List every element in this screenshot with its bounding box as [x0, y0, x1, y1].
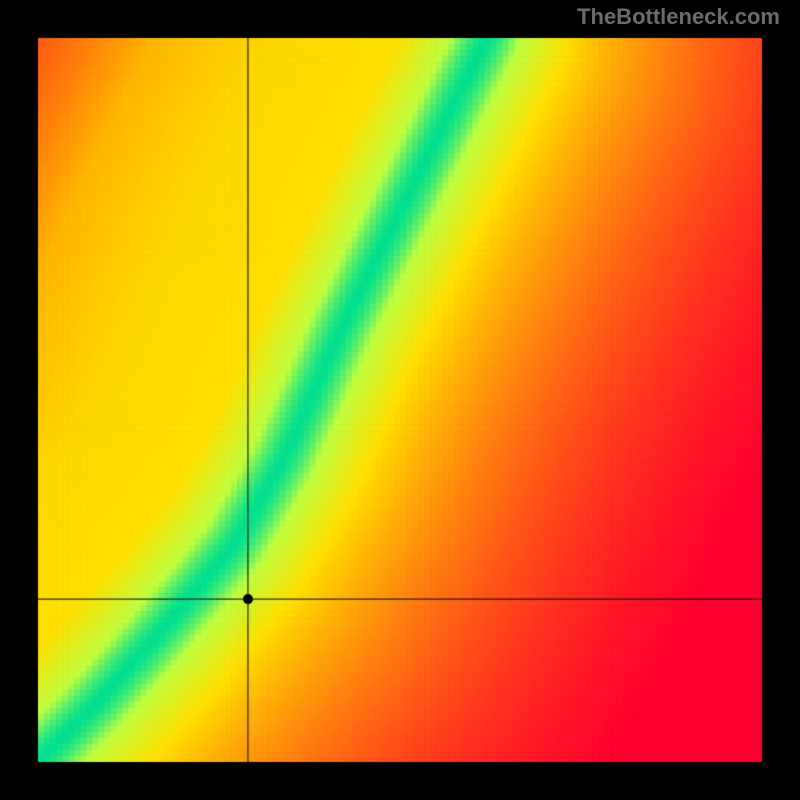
- heatmap-canvas: [0, 0, 800, 800]
- watermark-text: TheBottleneck.com: [577, 4, 780, 30]
- chart-container: TheBottleneck.com: [0, 0, 800, 800]
